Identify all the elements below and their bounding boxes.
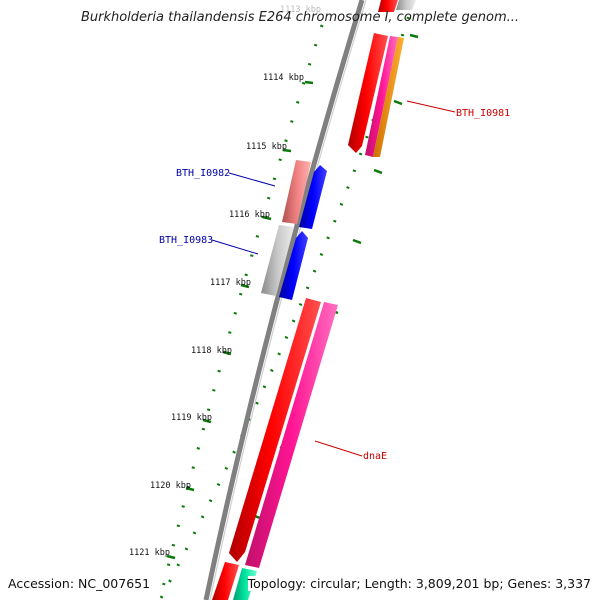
gene-labels: BTH_I0981 BTH_I0982 BTH_I0983 dnaE: [159, 108, 510, 462]
gene-bottom-red: [212, 562, 239, 600]
gene-label-dnae[interactable]: dnaE: [363, 451, 387, 462]
gene-top-red: [378, 0, 398, 12]
leader-bth-i0981: [406, 100, 456, 113]
gene-bth-i0981-pink: [365, 36, 398, 157]
leader-dnae: [314, 440, 363, 457]
genome-backbone: [203, 0, 365, 600]
leader-bth-i0983: [211, 239, 259, 255]
gene-bth-i0981-red: [348, 33, 388, 153]
gene-dnae-red: [229, 298, 321, 562]
gene-bth-i0983-gray: [261, 225, 294, 296]
gene-label-bth-i0983[interactable]: BTH_I0983: [159, 235, 213, 246]
tick-label-1121: 1121 kbp: [129, 548, 170, 558]
tick-label-1114: 1114 kbp: [263, 73, 304, 83]
tick-label-1119: 1119 kbp: [171, 413, 212, 423]
gene-label-bth-i0982[interactable]: BTH_I0982: [176, 168, 230, 179]
outer-tick-ring: [158, 0, 416, 600]
gene-dnae-pink: [245, 302, 338, 568]
leader-bth-i0982: [228, 172, 276, 187]
scale-labels: 1113 kbp 1114 kbp 1115 kbp 1116 kbp 1117…: [129, 5, 321, 558]
gene-bth-i0983-blue: [279, 231, 308, 300]
topology-text: Topology: circular; Length: 3,809,201 bp…: [247, 576, 591, 591]
tick-label-1115: 1115 kbp: [246, 142, 287, 152]
tick-label-1116: 1116 kbp: [229, 210, 270, 220]
tick-label-1113: 1113 kbp: [280, 5, 321, 15]
gene-bth-i0982-blue: [299, 165, 327, 229]
tick-label-1120: 1120 kbp: [150, 481, 191, 491]
tick-label-1118: 1118 kbp: [191, 346, 232, 356]
map-title: Burkholderia thailandensis E264 chromoso…: [80, 10, 520, 25]
gene-bth-i0982-salmon: [282, 160, 311, 224]
gene-top-gray: [396, 0, 416, 10]
accession-text: Accession: NC_007651: [8, 576, 151, 591]
inner-major-ticks: [166, 80, 314, 560]
gene-bth-i0981-orange: [373, 37, 404, 157]
genome-backbone-highlight: [209, 0, 367, 600]
gene-label-bth-i0981[interactable]: BTH_I0981: [456, 108, 510, 119]
tick-label-1117: 1117 kbp: [210, 278, 251, 288]
